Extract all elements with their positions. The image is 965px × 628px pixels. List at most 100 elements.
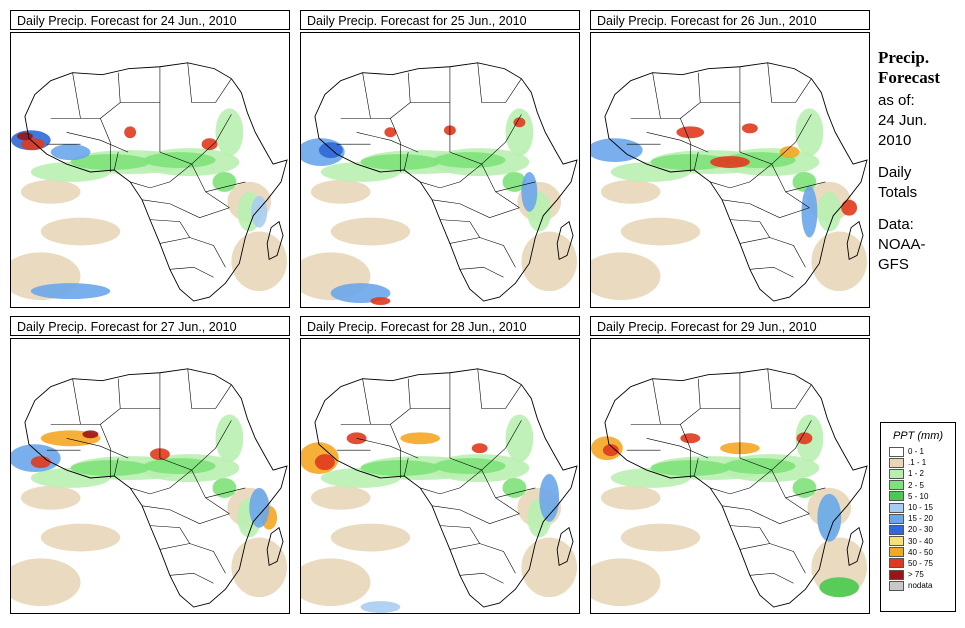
legend-swatch	[889, 502, 904, 513]
legend-item: 2 - 5	[889, 480, 955, 491]
country-border	[403, 152, 409, 171]
country-border	[100, 408, 161, 459]
precip-area	[144, 152, 216, 169]
country-border	[169, 572, 214, 584]
country-border	[117, 72, 121, 103]
panel-title: Daily Precip. Forecast for 27 Jun., 2010	[10, 316, 290, 336]
country-border	[729, 219, 770, 238]
madagascar-outline	[266, 220, 284, 261]
country-border	[72, 72, 81, 119]
country-border	[697, 72, 701, 103]
precip-area	[502, 477, 527, 498]
precip-area	[50, 144, 91, 161]
precip-area	[360, 601, 401, 613]
precip-area	[620, 523, 701, 552]
country-border	[722, 199, 810, 218]
precip-area	[724, 458, 796, 475]
precip-area	[591, 558, 661, 607]
precip-area	[502, 171, 527, 192]
country-border	[646, 131, 709, 153]
madagascar-outline	[556, 220, 574, 261]
country-border	[749, 266, 794, 278]
country-border	[113, 458, 119, 477]
precip-area	[384, 127, 397, 138]
precip-area	[212, 477, 237, 498]
country-border	[187, 368, 232, 409]
precip-area	[314, 454, 335, 471]
country-border	[159, 420, 232, 471]
precip-area	[215, 414, 244, 463]
precip-area	[841, 199, 858, 216]
country-border	[449, 237, 516, 268]
country-border	[459, 266, 504, 278]
country-border	[149, 525, 190, 544]
precip-area	[346, 432, 367, 445]
country-border	[477, 368, 522, 409]
legend-label: nodata	[908, 581, 933, 591]
legend-title: PPT (mm)	[892, 430, 944, 442]
legend-swatch	[889, 513, 904, 524]
precip-map	[300, 32, 580, 308]
legend-swatch	[889, 524, 904, 535]
country-border	[142, 505, 230, 524]
legend-label: 40 - 50	[908, 547, 933, 557]
legend-item: nodata	[889, 580, 955, 591]
precip-area	[20, 485, 81, 510]
precip-area	[792, 477, 817, 498]
legend-label: 0 - 1	[908, 447, 925, 457]
precip-area	[680, 433, 701, 444]
precip-area	[249, 487, 270, 528]
africa-coastline	[604, 62, 868, 302]
precip-area	[251, 195, 268, 228]
precip-map	[300, 338, 580, 614]
legend-swatch	[889, 491, 904, 502]
africa-coastline	[314, 62, 578, 302]
country-border	[420, 469, 482, 495]
country-border	[130, 469, 192, 495]
precip-area	[434, 458, 506, 475]
precip-area	[710, 156, 750, 169]
precip-area	[82, 430, 99, 439]
country-border	[50, 118, 111, 172]
madagascar-outline	[556, 526, 574, 567]
country-border	[169, 266, 214, 278]
side-annotation: Precip. Forecast as of: 24 Jun. 2010 Dai…	[878, 48, 963, 275]
precip-area	[215, 108, 244, 157]
country-border	[459, 572, 504, 584]
precip-area	[795, 108, 824, 157]
country-border	[710, 163, 772, 189]
precip-area	[231, 231, 287, 292]
country-border	[187, 62, 232, 103]
legend-label: 5 - 10	[908, 491, 929, 501]
country-border	[420, 163, 482, 189]
legend-item: 20 - 30	[889, 524, 955, 535]
africa-coastline	[604, 368, 868, 608]
legend-label: 15 - 20	[908, 514, 933, 524]
country-border	[113, 152, 119, 171]
precip-area	[741, 123, 758, 134]
country-border	[785, 181, 826, 193]
country-border	[495, 181, 536, 193]
precip-area	[301, 558, 371, 607]
country-border	[439, 219, 480, 238]
legend-item: 10 - 15	[889, 502, 955, 513]
precip-area	[16, 132, 33, 141]
legend-label: 1 - 2	[908, 469, 925, 479]
precip-area	[819, 577, 860, 598]
panel-title: Daily Precip. Forecast for 25 Jun., 2010	[300, 10, 580, 30]
country-border	[362, 72, 371, 119]
panel-title: Daily Precip. Forecast for 24 Jun., 2010	[10, 10, 290, 30]
country-border	[729, 525, 770, 544]
country-border	[697, 378, 701, 409]
country-border	[449, 543, 516, 574]
country-border	[680, 408, 741, 459]
legend-swatch	[889, 547, 904, 558]
africa-coastline	[24, 368, 288, 608]
country-border	[66, 437, 129, 459]
country-border	[205, 181, 246, 193]
country-border	[356, 437, 419, 459]
legend-item: 1 - 2	[889, 468, 955, 479]
country-border	[432, 199, 520, 218]
precip-area	[30, 456, 51, 469]
country-border	[390, 408, 451, 459]
